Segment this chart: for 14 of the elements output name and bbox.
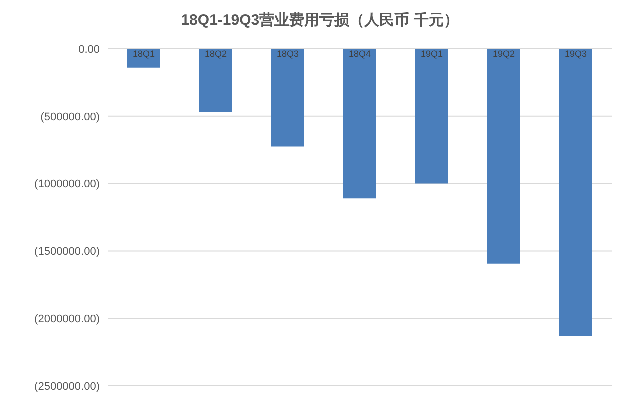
x-tick-label: 19Q3 xyxy=(564,49,588,59)
x-tick-label: 18Q4 xyxy=(348,49,372,59)
y-tick-label: (2000000.00) xyxy=(34,314,100,326)
y-tick-label: 0.00 xyxy=(78,44,100,56)
x-tick-label: 18Q3 xyxy=(276,49,300,59)
y-tick-label: (500000.00) xyxy=(40,111,100,124)
y-tick-label: (2500000.00) xyxy=(34,380,100,393)
x-tick-label: 18Q2 xyxy=(204,49,228,59)
y-tick-label: (1000000.00) xyxy=(34,178,100,191)
chart-title: 18Q1-19Q3营业费用亏损（人民币 千元） xyxy=(180,11,460,31)
x-tick-label: 19Q1 xyxy=(420,49,444,59)
x-tick-label: 19Q2 xyxy=(492,49,516,59)
y-tick-label: (1500000.00) xyxy=(34,246,100,258)
x-tick-label: 18Q1 xyxy=(132,49,156,59)
